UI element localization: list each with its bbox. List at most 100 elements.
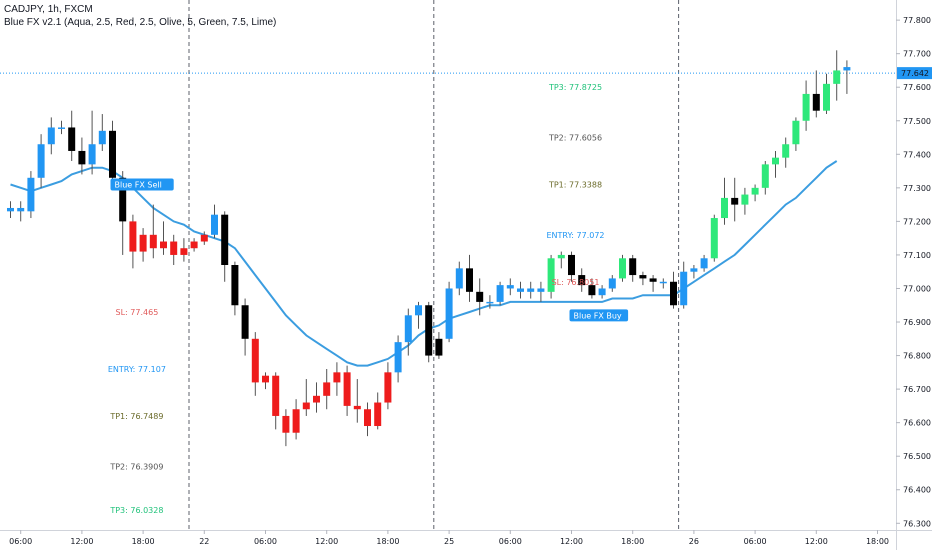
candle-body xyxy=(415,305,422,316)
candle-body xyxy=(343,372,351,406)
candle-body xyxy=(812,93,820,111)
candle-body xyxy=(710,218,718,259)
candle-body xyxy=(496,285,504,302)
y-tick-label: 77.400 xyxy=(903,150,931,159)
candle-body xyxy=(557,254,565,259)
candle-body xyxy=(374,402,382,427)
y-tick-label: 77.000 xyxy=(903,284,931,293)
candle-body xyxy=(608,278,616,289)
candle-body xyxy=(37,144,45,178)
candle-body xyxy=(598,288,606,296)
candle-body xyxy=(435,338,443,356)
candle-body xyxy=(58,127,65,129)
candle-body xyxy=(200,234,208,242)
candle-body xyxy=(568,254,575,276)
signal-label: Blue FX Sell xyxy=(115,180,162,189)
candle-body xyxy=(476,291,484,302)
x-tick-label: 26 xyxy=(689,537,699,546)
level-label-tp3: TP3: 77.8725 xyxy=(548,83,602,92)
candle-body xyxy=(109,130,116,178)
candle-body xyxy=(690,268,698,272)
y-tick-label: 76.500 xyxy=(903,452,931,461)
candle-body xyxy=(466,268,473,292)
candle-body xyxy=(455,268,463,289)
chart-legend: CADJPY, 1h, FXCM Blue FX v2.1 (Aqua, 2.5… xyxy=(4,3,276,29)
candle-body xyxy=(659,281,667,284)
y-tick-label: 76.400 xyxy=(903,486,931,495)
candle-body xyxy=(700,258,708,269)
candle-body xyxy=(649,278,657,282)
level-label-sl: SL: 77.465 xyxy=(116,308,159,317)
level-label-tp3: TP3: 76.0328 xyxy=(109,506,163,515)
candle-body xyxy=(578,275,586,286)
candle-body xyxy=(272,375,280,416)
candle-body xyxy=(119,177,127,222)
candle-body xyxy=(149,234,157,249)
candle-body xyxy=(782,144,790,158)
candle-body xyxy=(282,415,290,433)
candle-body xyxy=(251,338,259,383)
signal-badge xyxy=(110,178,174,191)
symbol-title[interactable]: CADJPY, 1h, FXCM xyxy=(4,4,93,15)
candle-body xyxy=(129,221,137,252)
y-tick-label: 77.800 xyxy=(903,16,931,25)
y-tick-label: 76.700 xyxy=(903,385,931,394)
candle-body xyxy=(425,305,433,356)
candle-body xyxy=(160,241,167,249)
y-tick-label: 77.200 xyxy=(903,217,931,226)
moving-average-line xyxy=(10,160,838,367)
candle-body xyxy=(547,258,555,292)
y-tick-label: 76.600 xyxy=(903,419,931,428)
y-tick-label: 77.100 xyxy=(903,251,931,260)
current-price-badge xyxy=(897,67,932,80)
candle-body xyxy=(353,405,361,410)
candle-body xyxy=(27,177,35,212)
candle-body xyxy=(680,271,688,306)
indicator-title[interactable]: Blue FX v2.1 (Aqua, 2.5, Red, 2.5, Olive… xyxy=(4,17,277,28)
candle-body xyxy=(262,375,269,383)
level-label-entry: ENTRY: 77.107 xyxy=(108,365,166,374)
y-tick-label: 77.300 xyxy=(903,184,931,193)
candle-body xyxy=(302,402,310,410)
x-tick-label: 22 xyxy=(199,537,209,546)
candle-body xyxy=(241,305,249,339)
candle-body xyxy=(190,241,198,249)
x-tick-label: 12:00 xyxy=(560,537,583,546)
x-tick-label: 06:00 xyxy=(9,537,32,546)
level-label-tp2: TP2: 77.6056 xyxy=(548,134,602,143)
y-tick-label: 76.800 xyxy=(903,352,931,361)
y-tick-label: 76.300 xyxy=(903,519,931,528)
candle-body xyxy=(629,258,637,276)
candle-body xyxy=(292,409,300,433)
x-tick-label: 12:00 xyxy=(70,537,93,546)
candle-body xyxy=(384,372,392,403)
x-tick-label: 06:00 xyxy=(744,537,767,546)
level-label-tp1: TP1: 76.7489 xyxy=(109,412,163,421)
candle-body xyxy=(221,214,229,265)
candle-body xyxy=(88,144,96,165)
x-tick-label: 06:00 xyxy=(254,537,277,546)
candle-body xyxy=(670,281,677,306)
candle-body xyxy=(588,285,596,296)
candle-body xyxy=(792,120,800,145)
signal-label: Blue FX Buy xyxy=(574,311,622,320)
candle-body xyxy=(404,315,412,343)
candle-body xyxy=(364,409,371,427)
candle-body xyxy=(486,301,494,304)
candle-body xyxy=(741,194,749,205)
candle-body xyxy=(180,248,188,255)
current-price-label: 77.642 xyxy=(901,69,929,78)
candle-body xyxy=(537,288,545,292)
y-tick-label: 76.900 xyxy=(903,318,931,327)
candle-body xyxy=(527,288,535,292)
candle-body xyxy=(761,164,769,188)
candle-body xyxy=(721,197,728,219)
candle-body xyxy=(843,67,851,71)
y-tick-label: 77.600 xyxy=(903,83,931,92)
candle-body xyxy=(211,214,218,235)
level-label-tp2: TP2: 76.3909 xyxy=(109,462,163,471)
candle-body xyxy=(231,265,239,306)
y-tick-label: 77.700 xyxy=(903,50,931,59)
candle-body xyxy=(445,288,453,339)
